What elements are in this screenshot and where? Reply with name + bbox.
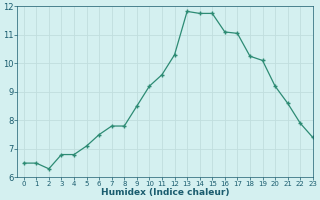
X-axis label: Humidex (Indice chaleur): Humidex (Indice chaleur): [101, 188, 229, 197]
